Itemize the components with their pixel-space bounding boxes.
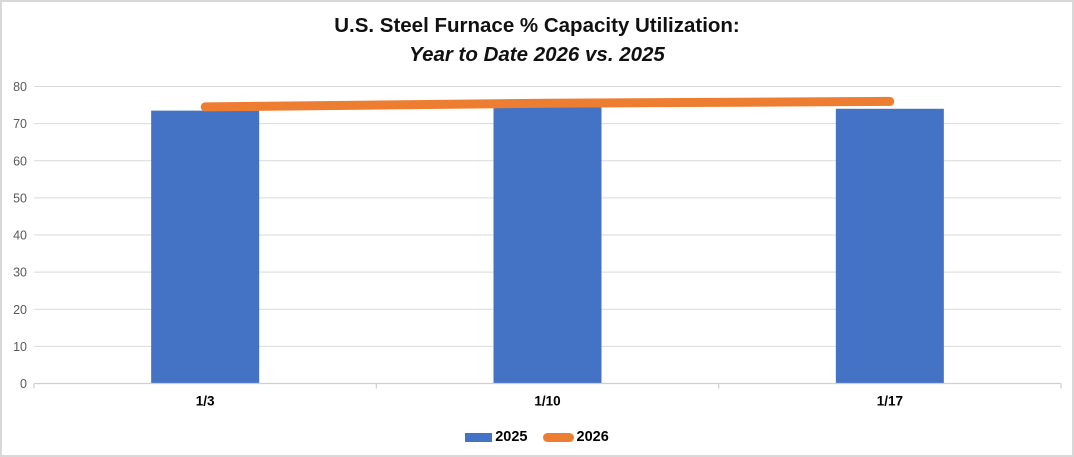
y-tick-label: 40 (13, 229, 27, 243)
y-tick-label: 30 (13, 266, 27, 280)
y-tick-label: 50 (13, 191, 27, 205)
chart-subtitle: Year to Date 2026 vs. 2025 (409, 43, 665, 66)
y-tick-label: 20 (13, 303, 27, 317)
legend-label-2025: 2025 (495, 428, 528, 445)
y-tick-label: 70 (13, 117, 27, 131)
y-tick-label: 10 (13, 340, 27, 354)
y-tick-label: 80 (13, 80, 27, 94)
legend-swatch-2026-line (542, 432, 574, 442)
chart-title-block: U.S. Steel Furnace % Capacity Utilizatio… (2, 11, 1072, 69)
bar-2025-1-3 (151, 110, 260, 384)
x-tick-label: 1/3 (196, 394, 215, 409)
legend: 2025 2026 (2, 426, 1072, 448)
x-tick-label: 1/17 (877, 394, 903, 409)
y-tick-label: 60 (13, 154, 27, 168)
y-tick-label: 0 (20, 377, 27, 391)
chart-title: U.S. Steel Furnace % Capacity Utilizatio… (334, 14, 740, 37)
legend-label-2026: 2026 (576, 428, 609, 445)
bar-2025-1-10 (493, 107, 602, 384)
x-tick-label: 1/10 (534, 394, 560, 409)
legend-swatch-2025-bar (465, 432, 493, 442)
line-series-2026 (200, 96, 895, 112)
bar-2025-1-17 (835, 108, 944, 384)
